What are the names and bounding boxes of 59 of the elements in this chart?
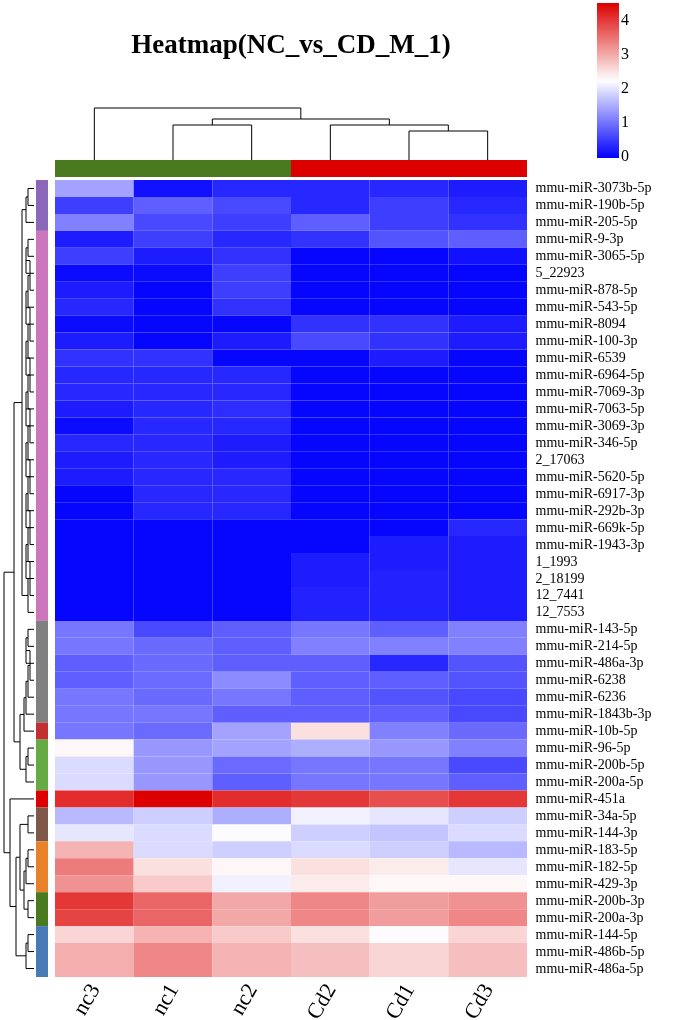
y-tick-label: mmu-miR-10b-5p [535,723,638,739]
y-tick-label: mmu-miR-3073b-5p [535,180,652,196]
y-tick-label: mmu-miR-1943-3p [535,536,645,552]
y-tick-label: mmu-miR-200b-3p [535,892,645,908]
y-tick-label: mmu-miR-9-3p [535,231,624,247]
y-tick-label: 2_18199 [535,570,585,586]
color-bar-label: 2 [621,79,629,97]
y-tick-label: mmu-miR-5620-5p [535,468,645,484]
y-tick-label: mmu-miR-878-5p [535,282,638,298]
y-tick-label: mmu-miR-182-5p [535,858,638,874]
y-tick-label: mmu-miR-6539 [535,350,626,366]
y-tick-label: mmu-miR-486a-5p [535,960,644,976]
y-tick-label: mmu-miR-205-5p [535,214,638,230]
y-tick-label: mmu-miR-543-5p [535,299,638,315]
x-tick-label: nc2 [224,979,263,1020]
y-tick-label: mmu-miR-190b-5p [535,197,645,213]
y-tick-label: mmu-miR-200a-5p [535,773,644,789]
x-tick-label: nc1 [145,979,184,1020]
y-tick-label: mmu-miR-7063-5p [535,400,645,416]
y-tick-label: mmu-miR-429-3p [535,875,638,891]
x-tick-label: nc3 [67,979,105,1020]
y-tick-label: mmu-miR-3069-3p [535,417,645,433]
x-tick-label: Cd1 [379,979,420,1020]
y-tick-label: mmu-miR-200b-5p [535,757,645,773]
y-tick-label: 2_17063 [535,451,585,467]
y-tick-label: mmu-miR-144-3p [535,824,638,840]
y-tick-label: mmu-miR-214-5p [535,638,638,654]
color-bar-label: 1 [621,113,629,131]
y-tick-label: mmu-miR-6964-5p [535,367,645,383]
color-bar-label: 0 [621,147,629,165]
y-tick-label: mmu-miR-451a [535,790,626,806]
y-tick-label: mmu-miR-6236 [535,689,626,705]
y-tick-label: mmu-miR-6917-3p [535,485,645,501]
y-tick-label: 12_7553 [535,604,585,620]
y-tick-label: 5_22923 [535,265,585,281]
y-tick-label: mmu-miR-200a-3p [535,909,644,925]
y-tick-label: mmu-miR-143-5p [535,621,638,637]
y-tick-label: mmu-miR-486a-3p [535,655,644,671]
y-tick-label: mmu-miR-144-5p [535,926,638,942]
y-tick-label: mmu-miR-183-5p [535,841,638,857]
y-tick-label: mmu-miR-669k-5p [535,519,645,535]
y-tick-label: mmu-miR-486b-5p [535,943,645,959]
y-tick-label: mmu-miR-3065-5p [535,248,645,264]
color-bar-label: 3 [621,45,629,63]
y-tick-label: mmu-miR-8094 [535,316,626,332]
chart-title: Heatmap(NC_vs_CD_M_1) [131,29,451,59]
x-tick-label: Cd3 [458,979,499,1020]
y-tick-label: mmu-miR-7069-3p [535,383,645,399]
y-tick-label: 12_7441 [535,587,585,603]
y-tick-label: mmu-miR-292b-3p [535,502,645,518]
y-tick-label: mmu-miR-1843b-3p [535,706,652,722]
y-tick-label: mmu-miR-96-5p [535,740,631,756]
x-tick-label: Cd2 [300,979,341,1020]
color-bar-label: 4 [621,11,629,29]
y-tick-label: mmu-miR-346-5p [535,434,638,450]
y-tick-label: mmu-miR-34a-5p [535,807,637,823]
y-tick-label: mmu-miR-100-3p [535,333,638,349]
y-tick-label: mmu-miR-6238 [535,672,626,688]
y-tick-label: 1_1993 [535,553,578,569]
